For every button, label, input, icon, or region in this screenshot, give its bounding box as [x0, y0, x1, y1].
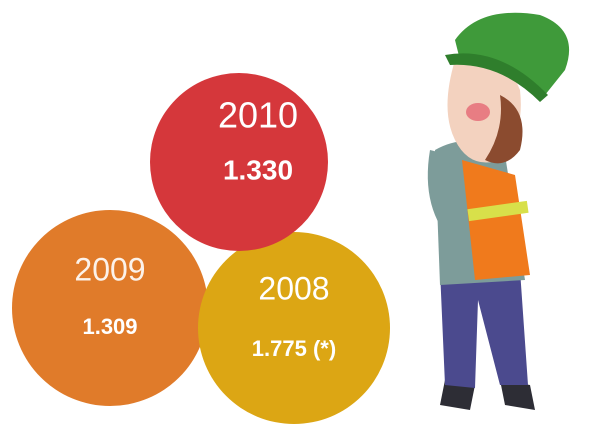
- year-label: 2009: [74, 251, 145, 287]
- bubble-2008: 2008 1.775 (*): [198, 232, 390, 424]
- bubble-circle: [198, 232, 390, 424]
- infographic: 2009 1.309 2008 1.775 (*) 2010 1.330: [0, 0, 604, 429]
- bubble-2009: 2009 1.309: [12, 210, 208, 406]
- bubble-circle: [12, 210, 208, 406]
- value-label: 1.775 (*): [252, 336, 336, 361]
- bubble-2010: 2010 1.330: [150, 73, 328, 251]
- value-label: 1.330: [223, 154, 293, 185]
- value-label: 1.309: [82, 314, 137, 339]
- illustration: [428, 13, 569, 410]
- year-label: 2008: [258, 270, 329, 306]
- year-label: 2010: [218, 95, 298, 136]
